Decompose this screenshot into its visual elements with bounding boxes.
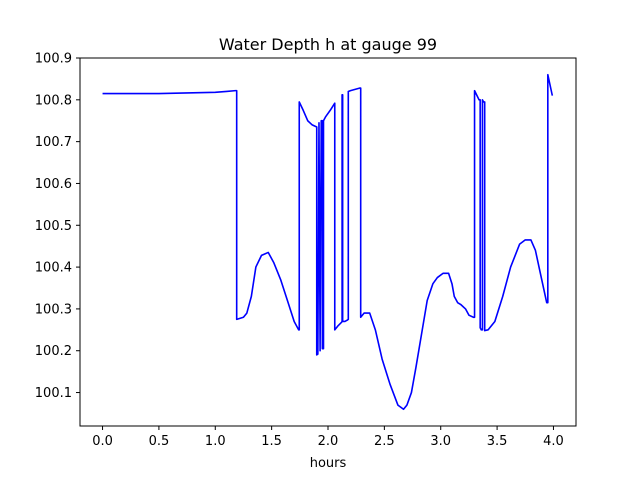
y-tick-label: 100.8: [35, 93, 72, 108]
x-tick-label: 3.0: [430, 434, 451, 449]
x-tick-label: 2.5: [374, 434, 395, 449]
y-tick-label: 100.1: [35, 386, 72, 401]
y-tick-label: 100.6: [35, 177, 72, 192]
x-tick-label: 3.5: [487, 434, 508, 449]
x-tick-label: 1.0: [205, 434, 226, 449]
plot-area: 0.0 0.5 1.0 1.5 2.0 2.5 3.0 3.5 4.0 100.1 100.2 100…: [35, 52, 577, 449]
x-tick-label: 4.0: [543, 434, 564, 449]
y-tick-label: 100.5: [35, 219, 72, 234]
x-tick-label: 1.5: [261, 434, 282, 449]
y-tick-label: 100.4: [35, 261, 72, 276]
x-tick-label: 0.0: [92, 434, 113, 449]
y-tick-label: 100.9: [35, 52, 72, 67]
x-axis-label: hours: [310, 456, 347, 471]
chart-title: Water Depth h at gauge 99: [219, 35, 437, 54]
x-tick-label: 0.5: [149, 434, 170, 449]
x-tick-label: 2.0: [318, 434, 339, 449]
y-tick-label: 100.7: [35, 135, 72, 150]
y-tick-label: 100.2: [35, 344, 72, 359]
y-tick-label: 100.3: [35, 302, 72, 317]
series-line-0: [102, 73, 554, 411]
